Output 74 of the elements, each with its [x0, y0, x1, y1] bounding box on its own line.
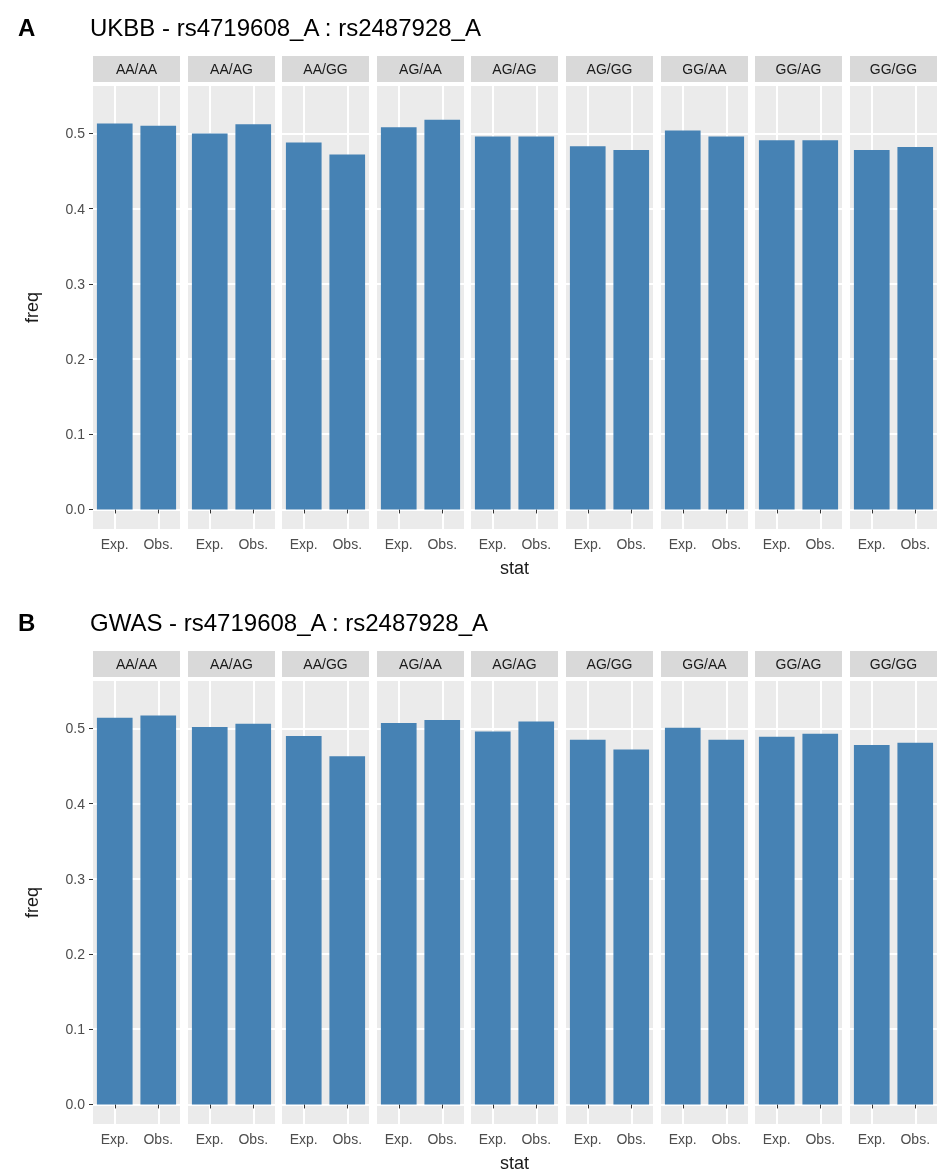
- x-tick-label: Exp.: [668, 1131, 697, 1147]
- x-tick-label: Exp.: [762, 1131, 791, 1147]
- chart-title: AG/AG: [492, 656, 538, 672]
- x-tick-label: Exp.: [289, 536, 318, 552]
- x-tick-label: Obs.: [616, 1131, 647, 1147]
- x-tick-label: Exp.: [100, 1131, 129, 1147]
- x-tick-label: Exp.: [668, 536, 697, 552]
- x-tick-label: Exp.: [573, 536, 602, 552]
- x-tick-label: Obs.: [143, 1131, 174, 1147]
- chart-title: AA/GG: [303, 61, 348, 77]
- chart-title: GG/AA: [681, 656, 727, 672]
- x-tick-label: Obs.: [805, 1131, 836, 1147]
- x-tick-label: Exp.: [762, 536, 791, 552]
- y-tick-label: 0.4: [65, 200, 86, 217]
- chart-title: AG/GG: [586, 656, 633, 672]
- x-tick-label: Exp.: [100, 536, 129, 552]
- text: A: [18, 14, 36, 42]
- x-tick-label: Obs.: [332, 1131, 363, 1147]
- x-tick-label: Exp.: [479, 536, 508, 552]
- x-tick-label: Exp.: [195, 1131, 224, 1147]
- x-tick-label: Obs.: [805, 536, 836, 552]
- y-axis-title: freq: [22, 291, 42, 324]
- y-tick-label: 0.3: [65, 275, 86, 292]
- x-axis-title: stat: [500, 1153, 530, 1172]
- x-tick-label: Obs.: [238, 536, 268, 552]
- x-tick-label: Obs.: [900, 536, 930, 552]
- x-tick-label: Obs.: [521, 1131, 552, 1147]
- chart-title: AA/GG: [303, 656, 348, 672]
- x-tick-label: Obs.: [711, 1131, 741, 1147]
- chart-title: AA/AG: [209, 656, 253, 672]
- chart-title: AG/AA: [398, 656, 443, 672]
- chart-title: AA/AA: [115, 656, 158, 672]
- chart-title: GG/AG: [775, 61, 822, 77]
- y-tick-label: 0.2: [65, 351, 86, 368]
- y-tick-label: 0.2: [65, 946, 86, 963]
- y-tick-label: 0.1: [65, 1021, 86, 1038]
- x-tick-label: Obs.: [521, 536, 552, 552]
- x-tick-label: Obs.: [711, 536, 741, 552]
- chart-title: GG/AG: [775, 656, 822, 672]
- y-tick-label: 0.0: [65, 501, 86, 518]
- y-tick-label: 0.0: [65, 1096, 86, 1113]
- x-tick-label: Exp.: [573, 1131, 602, 1147]
- chart-title: AG/GG: [586, 61, 633, 77]
- x-tick-label: Exp.: [384, 536, 413, 552]
- text: GWAS - rs4719608_A : rs2487928_A: [90, 609, 489, 637]
- y-tick-label: 0.4: [65, 795, 86, 812]
- x-tick-label: Obs.: [427, 1131, 457, 1147]
- chart-title: AA/AA: [115, 61, 158, 77]
- x-tick-label: Exp.: [384, 1131, 413, 1147]
- x-tick-label: Obs.: [427, 536, 457, 552]
- x-tick-label: Obs.: [332, 536, 363, 552]
- chart-title: AA/AG: [209, 61, 253, 77]
- x-tick-label: Exp.: [857, 1131, 886, 1147]
- x-tick-label: Exp.: [857, 536, 886, 552]
- chart-title: GG/GG: [869, 61, 918, 77]
- y-tick-label: 0.5: [65, 125, 86, 142]
- y-tick-label: 0.3: [65, 870, 86, 887]
- x-tick-label: Obs.: [900, 1131, 930, 1147]
- x-tick-label: Exp.: [479, 1131, 508, 1147]
- chart-title: GG/GG: [869, 656, 918, 672]
- chart-title: GG/AA: [681, 61, 727, 77]
- text: UKBB - rs4719608_A : rs2487928_A: [90, 14, 481, 42]
- x-tick-label: Exp.: [195, 536, 224, 552]
- y-tick-label: 0.1: [65, 426, 86, 443]
- y-tick-label: 0.5: [65, 720, 86, 737]
- x-axis-title: stat: [500, 558, 530, 578]
- chart-title: AG/AA: [398, 61, 443, 77]
- chart-title: AG/AG: [492, 61, 538, 77]
- x-tick-label: Obs.: [616, 536, 647, 552]
- y-axis-title: freq: [22, 886, 42, 919]
- x-tick-label: Obs.: [238, 1131, 268, 1147]
- x-tick-label: Obs.: [143, 536, 174, 552]
- x-tick-label: Exp.: [289, 1131, 318, 1147]
- text: B: [18, 609, 36, 637]
